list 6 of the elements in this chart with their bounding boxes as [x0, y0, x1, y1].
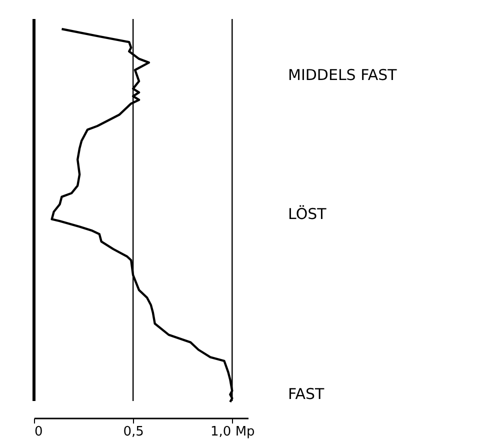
text: FAST — [288, 385, 326, 403]
x-tick-label: 0,5 — [123, 424, 144, 440]
text: MIDDELS FAST — [288, 66, 398, 84]
x-tick-label: 0 — [34, 424, 43, 440]
text: LÖST — [288, 205, 328, 223]
x-tick-label: 1,0 Mp — [210, 424, 255, 440]
